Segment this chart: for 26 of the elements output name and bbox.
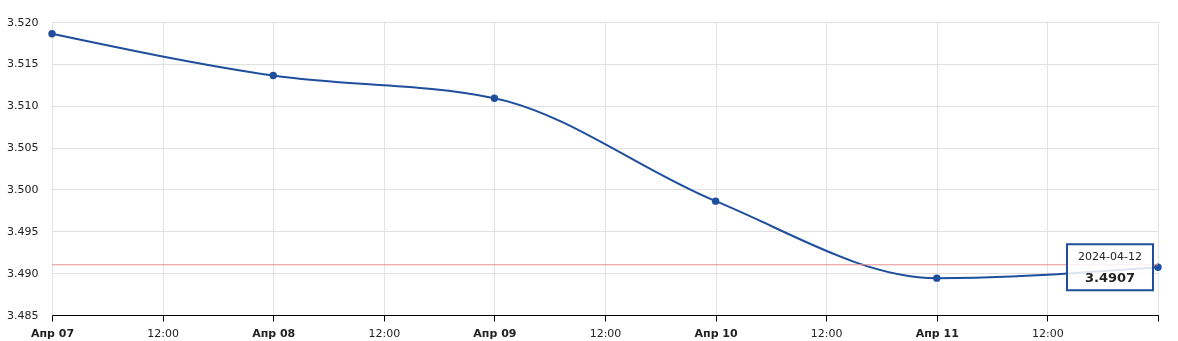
y-tick-label: 3.505 — [7, 141, 39, 155]
x-tick-label: 12:00 — [1032, 326, 1064, 340]
x-tick-label: 12:00 — [147, 326, 179, 340]
annotation: 3.4907 — [1084, 270, 1136, 286]
x-tick-label: Апр 11 — [915, 326, 959, 340]
point — [48, 30, 56, 38]
y-tick-label: 3.500 — [7, 182, 39, 196]
point — [933, 274, 941, 282]
y-tick-label: 3.510 — [7, 99, 39, 113]
x-tick-label: 12:00 — [368, 326, 401, 340]
x-tick-label: 12:00 — [810, 326, 843, 340]
x-tick-label: Апр 10 — [694, 326, 739, 340]
y-tick-label: 3.515 — [7, 57, 39, 71]
y-tick-label: 3.520 — [7, 15, 39, 29]
y-tick-label: 3.490 — [7, 266, 39, 280]
point — [269, 71, 277, 80]
x-tick-label: Апр 08 — [252, 326, 296, 340]
x-tick-label: 12:00 — [589, 326, 622, 340]
point — [1154, 263, 1162, 271]
point — [711, 197, 720, 205]
point — [490, 94, 499, 102]
y-tick-label: 3.495 — [7, 224, 39, 238]
x-tick-label: Апр 09 — [473, 326, 517, 340]
x-tick-label: Апр 07 — [30, 326, 75, 340]
y-tick-label: 3.485 — [7, 308, 39, 322]
annotation: 2024-04-12 — [1078, 250, 1142, 264]
